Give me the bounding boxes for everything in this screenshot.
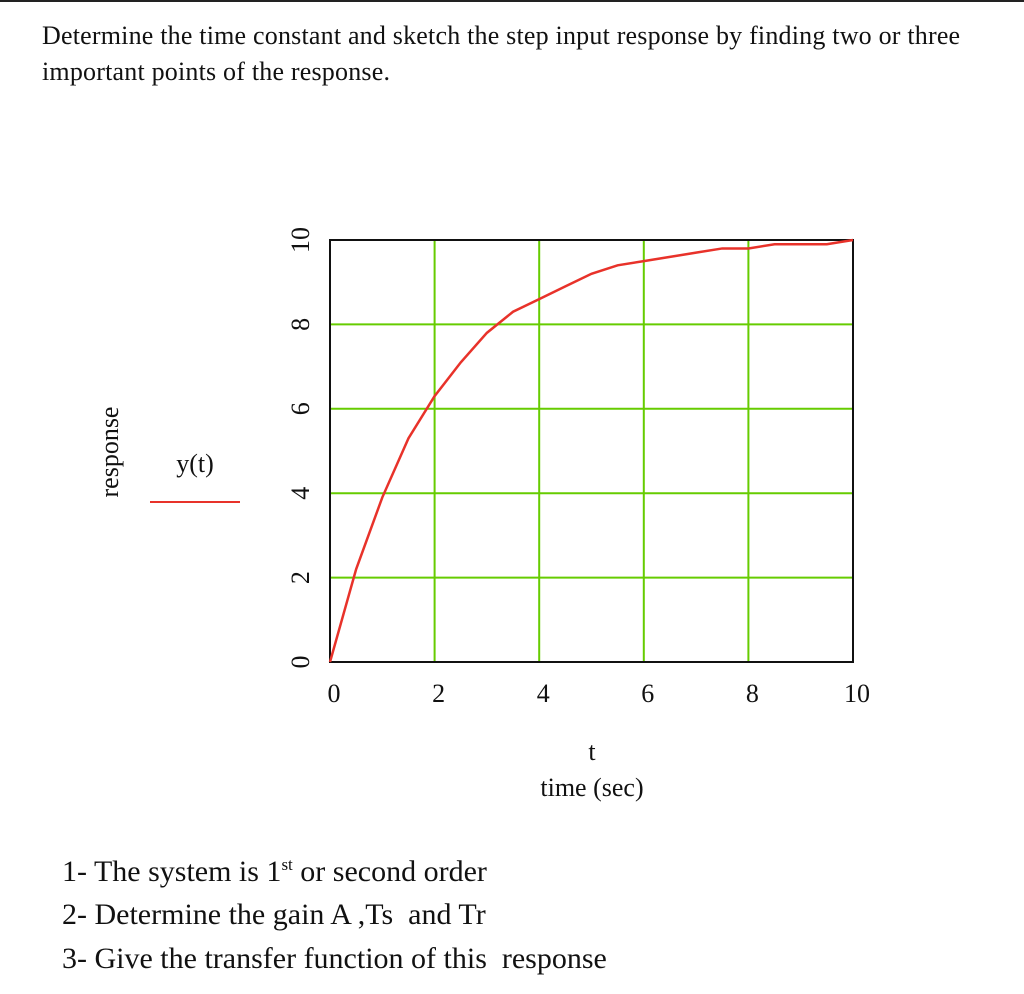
y-tick-label: 2 <box>286 571 315 584</box>
plot-frame <box>329 239 854 663</box>
question: 3- Give the transfer function of this re… <box>62 942 607 975</box>
question-text: or second order <box>292 855 487 888</box>
y-tick-label: 8 <box>286 318 315 331</box>
y-tick-label: 6 <box>286 402 315 415</box>
question: 1- The system is 1st or second order <box>62 855 487 889</box>
y-tick-label: 0 <box>286 656 315 669</box>
top-rule <box>0 0 1024 2</box>
x-axis-label: time (sec) <box>540 773 643 802</box>
question: 2- Determine the gain A ,Ts and Tr <box>62 898 486 931</box>
superscript: st <box>281 855 293 874</box>
x-tick-label: 0 <box>328 679 341 708</box>
x-variable: t <box>588 737 596 766</box>
y-tick-label: 4 <box>286 487 315 500</box>
x-tick-label: 8 <box>746 679 759 708</box>
problem-statement: Determine the time constant and sketch t… <box>42 21 961 86</box>
response-line <box>328 238 854 663</box>
y-axis-label: response <box>95 407 124 498</box>
x-tick-label: 4 <box>537 679 550 708</box>
chart: 0 2 4 6 8 10 0 2 4 6 8 10 y(t) response t time (sec) <box>95 227 870 802</box>
x-tick-label: 10 <box>844 679 870 708</box>
x-tick-label: 2 <box>432 679 445 708</box>
x-tick-label: 6 <box>641 679 654 708</box>
question-text: 1- The system is 1 <box>62 855 282 888</box>
legend-label: y(t) <box>176 449 214 478</box>
y-tick-label: 10 <box>286 227 315 253</box>
